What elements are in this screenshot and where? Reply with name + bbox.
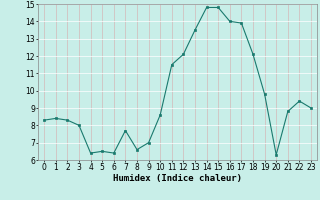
X-axis label: Humidex (Indice chaleur): Humidex (Indice chaleur) bbox=[113, 174, 242, 183]
